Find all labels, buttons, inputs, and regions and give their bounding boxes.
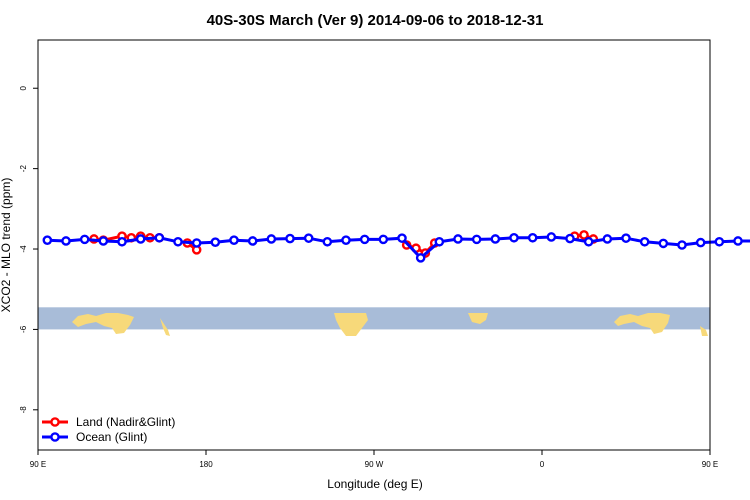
legend: Land (Nadir&Glint)Ocean (Glint) [42, 415, 175, 444]
y-tick-label: -4 [19, 245, 28, 253]
data-point [415, 253, 426, 263]
legend-label: Land (Nadir&Glint) [76, 415, 175, 429]
data-point [210, 237, 221, 247]
plot-frame [37, 39, 711, 451]
data-point [714, 236, 725, 247]
data-point [621, 233, 631, 243]
data-point [397, 233, 407, 243]
data-point [471, 234, 482, 245]
data-point [583, 236, 594, 247]
y-axis: 0 -2 -4 -6 -8 [19, 85, 38, 413]
data-point [434, 236, 445, 247]
data-point [677, 240, 687, 250]
data-point [733, 236, 743, 246]
land-shape [468, 313, 488, 324]
x-axis: 90 E 180 90 W 0 90 E [30, 450, 718, 469]
data-point [229, 235, 239, 245]
x-tick-label: 90 E [30, 460, 46, 469]
data-point [565, 233, 575, 244]
ocean-band [38, 307, 710, 330]
data-point [154, 232, 165, 243]
data-point [117, 236, 127, 247]
y-tick-label: -2 [19, 165, 28, 173]
data-point [79, 234, 90, 245]
land-shape [700, 326, 708, 336]
ocean-series [42, 232, 750, 263]
data-point [191, 238, 202, 248]
land-shape [614, 313, 670, 334]
x-axis-label: Longitude (deg E) [327, 477, 422, 491]
data-point [341, 235, 351, 245]
legend-marker [50, 432, 60, 442]
x-tick-label: 90 W [365, 460, 384, 469]
data-point [546, 232, 557, 242]
data-point [303, 233, 314, 243]
data-point [135, 234, 146, 244]
x-tick-label: 180 [199, 460, 213, 469]
data-point [509, 232, 519, 243]
land-shape [72, 313, 134, 334]
data-point [639, 236, 650, 247]
legend-label: Ocean (Glint) [76, 430, 147, 444]
land-shape [334, 313, 368, 336]
data-point [378, 234, 389, 245]
chart-title: 40S-30S March (Ver 9) 2014-09-06 to 2018… [207, 12, 544, 29]
x-tick-label: 0 [540, 460, 545, 469]
data-point [453, 234, 463, 244]
y-tick-label: 0 [19, 85, 28, 90]
data-point [695, 237, 706, 248]
data-point [173, 236, 183, 247]
data-layer [42, 230, 750, 263]
data-point [359, 234, 370, 245]
data-point [285, 233, 295, 244]
data-point [42, 235, 53, 245]
data-point [61, 236, 71, 246]
land-shape [160, 318, 170, 336]
x-tick-label: 90 E [702, 460, 718, 469]
y-axis-label: XCO2 - MLO trend (ppm) [0, 178, 13, 313]
data-point [98, 236, 109, 246]
data-point [490, 234, 501, 244]
data-point [266, 234, 277, 244]
legend-marker [50, 417, 60, 427]
y-tick-label: -8 [19, 406, 28, 414]
data-point [322, 236, 333, 247]
data-point [527, 232, 538, 243]
data-point [658, 238, 669, 249]
data-point [247, 236, 258, 246]
data-point [579, 230, 589, 240]
world-map-band [38, 307, 710, 336]
data-point [602, 234, 613, 244]
y-tick-label: -6 [19, 325, 28, 333]
